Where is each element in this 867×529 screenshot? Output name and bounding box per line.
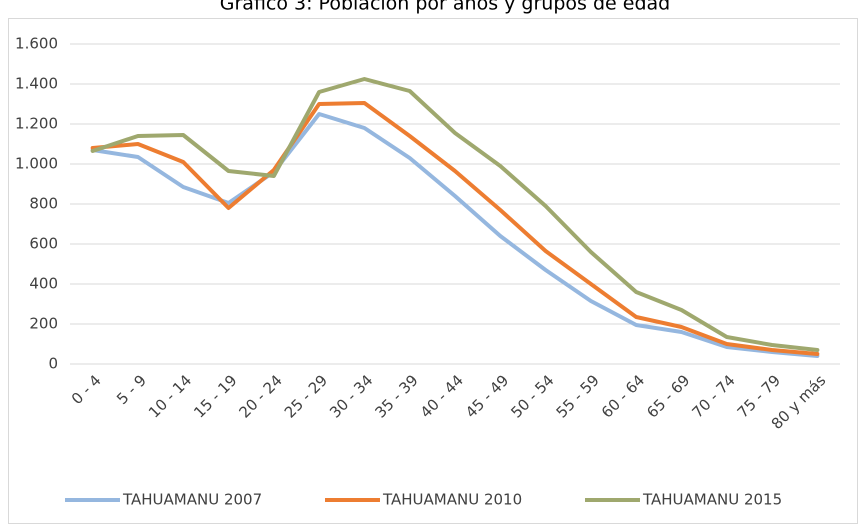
y-tick-label: 200 (29, 315, 58, 333)
y-tick-label: 600 (29, 235, 58, 253)
series-line (90, 112, 820, 358)
chart-frame (8, 18, 858, 524)
y-tick-label: 800 (29, 195, 58, 213)
y-tick-label: 1.400 (15, 75, 58, 93)
y-tick-label: 1.600 (15, 35, 58, 53)
legend-label: TAHUAMANU 2010 (382, 491, 522, 509)
legend-label: TAHUAMANU 2007 (122, 491, 262, 509)
series-line (90, 77, 820, 352)
y-tick-label: 400 (29, 275, 58, 293)
y-tick-label: 1.200 (15, 115, 58, 133)
y-tick-label: 1.000 (15, 155, 58, 173)
legend-label: TAHUAMANU 2015 (642, 491, 782, 509)
series-line (90, 101, 820, 356)
chart-title: Gráfico 3: Población por años y grupos d… (220, 0, 670, 15)
y-tick-label: 0 (48, 355, 58, 373)
